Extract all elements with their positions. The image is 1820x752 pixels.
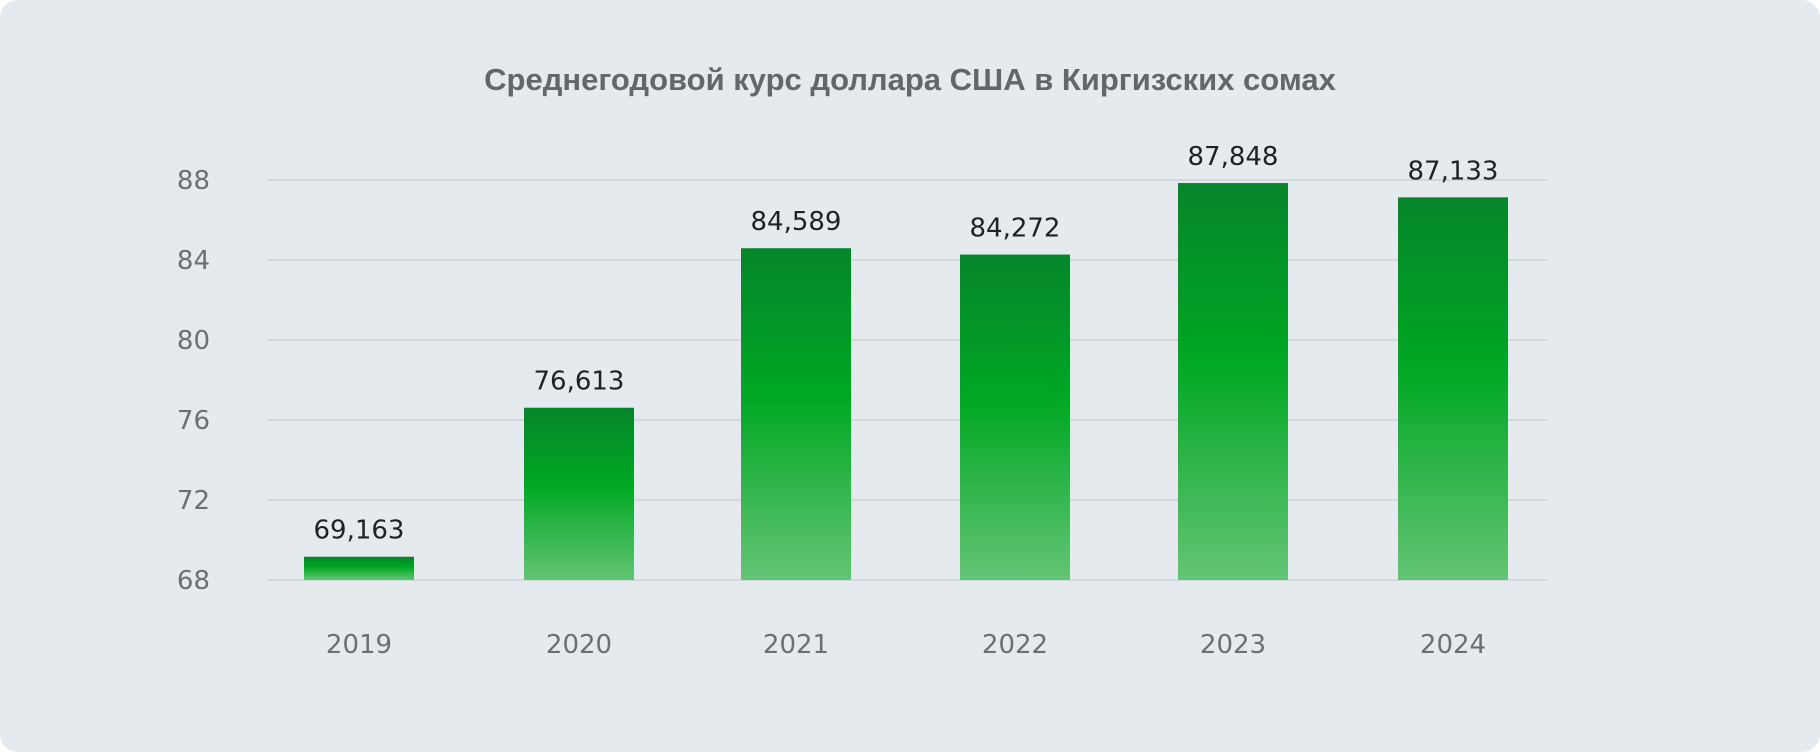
data-label: 76,613	[534, 367, 625, 397]
bar-2020	[524, 407, 634, 580]
x-tick-label: 2020	[546, 630, 612, 660]
x-tick-label: 2021	[763, 630, 829, 660]
y-tick-label: 88	[177, 166, 210, 196]
y-tick-label: 68	[177, 566, 210, 596]
y-axis-ticks: 68 72 76 80 84 88	[177, 166, 210, 596]
bar-2022	[960, 254, 1070, 580]
y-tick-label: 80	[177, 326, 210, 356]
y-tick-label: 76	[177, 406, 210, 436]
chart-title: Среднегодовой курс доллара США в Киргизс…	[484, 62, 1336, 97]
x-tick-label: 2023	[1200, 630, 1266, 660]
grid-lines	[268, 179, 1547, 581]
data-labels: 69,163 76,613 84,589 84,272 87,848 87,133	[314, 142, 1499, 546]
x-tick-label: 2022	[982, 630, 1048, 660]
data-label: 84,589	[751, 207, 842, 237]
x-tick-label: 2019	[326, 630, 392, 660]
y-tick-label: 84	[177, 246, 210, 276]
bar-2023	[1178, 183, 1288, 581]
data-label: 87,848	[1188, 142, 1279, 172]
data-label: 84,272	[970, 214, 1061, 244]
bars	[304, 183, 1508, 581]
bar-2021	[741, 248, 851, 580]
y-tick-label: 72	[177, 486, 210, 516]
x-tick-label: 2024	[1420, 630, 1486, 660]
data-label: 69,163	[314, 516, 405, 546]
bar-2019	[304, 556, 414, 580]
x-axis-ticks: 2019 2020 2021 2022 2023 2024	[326, 630, 1486, 660]
bar-2024	[1398, 197, 1508, 580]
data-label: 87,133	[1408, 156, 1499, 186]
